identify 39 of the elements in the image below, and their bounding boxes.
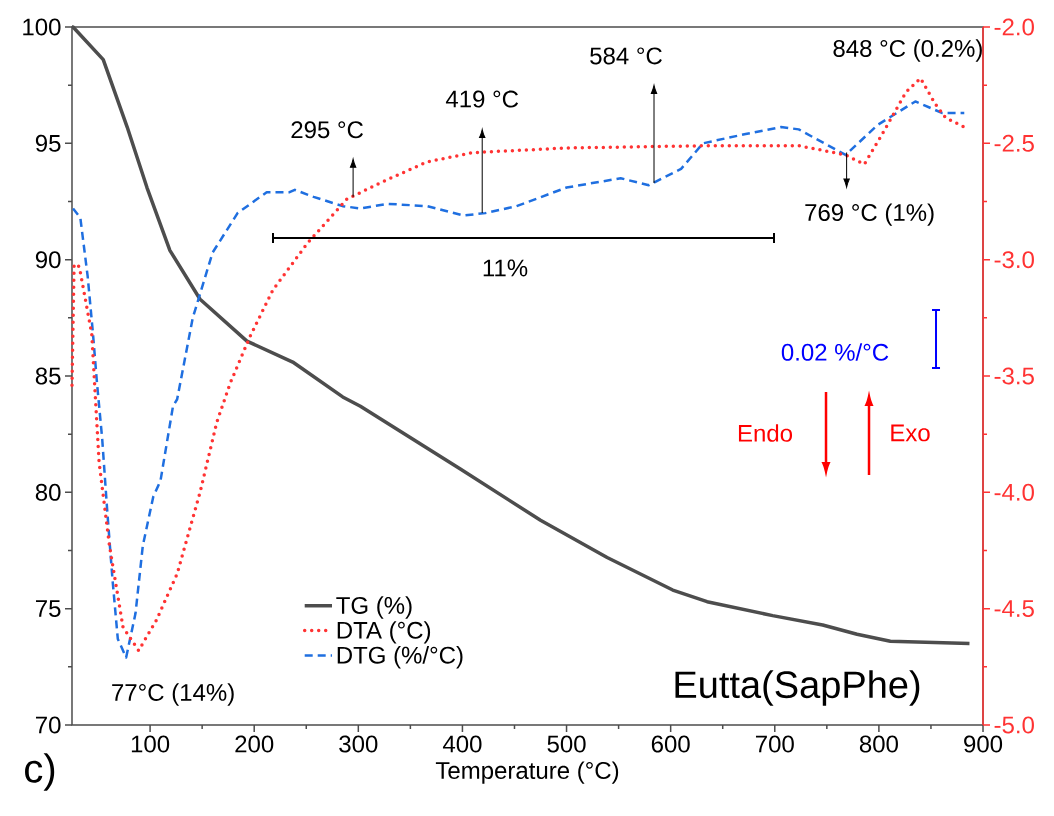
text: c)	[25, 753, 55, 791]
annotation: Endo	[738, 424, 793, 442]
y2-tick-label: -3.5	[994, 367, 1034, 385]
x-tick-label: 800	[859, 735, 898, 753]
x-tick-label: 400	[442, 735, 482, 753]
y-tick-label: 90	[35, 251, 61, 269]
x-tick-label: 600	[651, 735, 690, 753]
y2-tick-label: -3.0	[994, 251, 1034, 269]
y-tick-label: 85	[35, 367, 61, 385]
annotation: 77°C (14%)	[112, 683, 234, 706]
y-tick-label: 80	[35, 483, 61, 501]
annotation: 584 °C	[590, 47, 662, 65]
y-tick-label: 95	[35, 134, 61, 152]
legend-label: DTG (%/°C)	[337, 646, 463, 669]
y-tick-label: 70	[35, 716, 61, 734]
annotation: 848 °C (0.2%)	[833, 39, 982, 62]
annotation: Exo	[891, 424, 930, 442]
annotation: 0.02 %/°C	[781, 343, 889, 361]
y2-tick-label: -5.0	[994, 716, 1034, 734]
annotation: 295 °C	[291, 121, 363, 139]
y2-tick-label: -2.5	[994, 134, 1034, 152]
x-tick-label: 100	[131, 735, 170, 753]
legend-label: DTA (°C)	[337, 621, 431, 644]
y-tick-label: 100	[23, 18, 61, 36]
y2-tick-label: -4.0	[994, 483, 1034, 501]
y-tick-label: 75	[35, 600, 61, 618]
y2-tick-label: -4.5	[994, 600, 1034, 618]
x-tick-label: 700	[755, 735, 794, 753]
annotation: Eutta(SapPhe)	[675, 670, 920, 706]
y2-tick-label: -2.0	[994, 18, 1034, 36]
legend-label: TG (%)	[336, 596, 412, 619]
x-axis-title: Temperature (°C)	[435, 761, 619, 784]
annotation: 419 °C	[445, 90, 519, 108]
annotation: 11%	[483, 259, 528, 277]
x-tick-label: 900	[964, 735, 1003, 753]
x-tick-label: 300	[339, 735, 378, 753]
x-tick-label: 200	[235, 735, 274, 753]
x-tick-label: 500	[547, 735, 586, 753]
annotation: 769 °C (1%)	[805, 203, 934, 226]
